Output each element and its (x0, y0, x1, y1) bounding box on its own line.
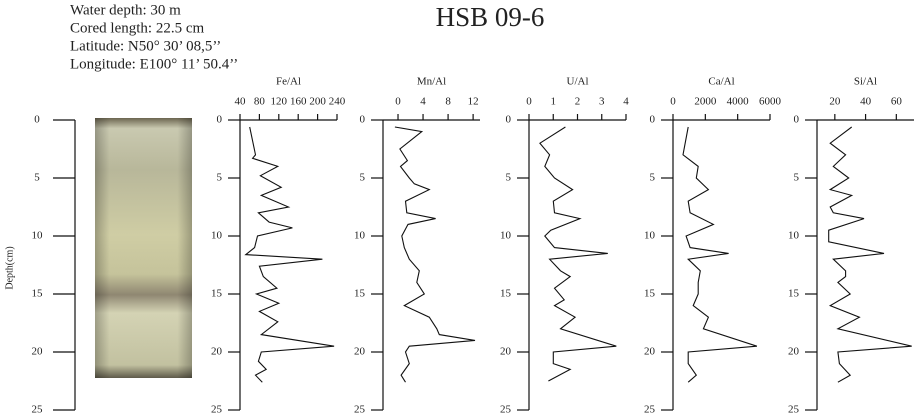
x-tick-label: 20 (829, 96, 841, 108)
panel-title: Ca/Al (708, 76, 734, 88)
x-tick-label: 0 (395, 96, 401, 108)
panel-title: Fe/Al (276, 76, 301, 88)
x-tick-label: 120 (271, 96, 288, 108)
y-tick-label: 0 (360, 114, 366, 126)
y-tick-label: 25 (644, 404, 656, 416)
y-tick-label: 25 (500, 404, 512, 416)
y-tick-label: 20 (644, 346, 656, 358)
y-tick-label: 0 (217, 114, 223, 126)
info-line: Cored length: 22.5 cm (70, 20, 204, 36)
x-tick-label: 8 (445, 96, 451, 108)
figure-title: HSB 09-6 (436, 2, 545, 32)
info-line: Latitude: N50° 30’ 08,5’’ (70, 38, 221, 54)
y-tick-label: 10 (211, 230, 223, 242)
panel-title: Si/Al (854, 76, 877, 88)
y-tick-label: 5 (650, 172, 656, 184)
x-tick-label: 6000 (759, 96, 782, 108)
y-tick-label: 0 (794, 114, 800, 126)
y-tick-label: 0 (650, 114, 656, 126)
y-tick-label: 15 (788, 288, 800, 300)
y-tick-label: 20 (211, 346, 223, 358)
x-tick-label: 40 (860, 96, 872, 108)
x-tick-label: 4000 (727, 96, 750, 108)
x-tick-label: 2000 (694, 96, 717, 108)
y-tick-label: 25 (211, 404, 223, 416)
profile-line (828, 126, 912, 383)
y-tick-label: 20 (32, 346, 44, 358)
x-tick-label: 60 (891, 96, 903, 108)
profile-line (539, 126, 617, 382)
x-tick-label: 200 (309, 96, 326, 108)
y-tick-label: 25 (354, 404, 366, 416)
x-tick-label: 160 (290, 96, 307, 108)
y-tick-label: 5 (360, 172, 366, 184)
profile-line (394, 126, 476, 383)
y-tick-label: 10 (32, 230, 44, 242)
y-tick-label: 25 (32, 404, 44, 416)
y-tick-label: 5 (506, 172, 512, 184)
panel-title: Mn/Al (417, 76, 446, 88)
x-tick-label: 40 (235, 96, 247, 108)
x-tick-label: 1 (551, 96, 557, 108)
panel-title: U/Al (567, 76, 589, 88)
y-tick-label: 20 (500, 346, 512, 358)
y-tick-label: 20 (354, 346, 366, 358)
y-tick-label: 10 (354, 230, 366, 242)
x-tick-label: 240 (329, 96, 346, 108)
y-tick-label: 5 (217, 172, 223, 184)
y-tick-label: 10 (500, 230, 512, 242)
y-tick-label: 15 (211, 288, 223, 300)
info-line: Longitude: E100° 11’ 50.4’’ (70, 56, 238, 72)
y-tick-label: 15 (644, 288, 656, 300)
y-tick-label: 15 (500, 288, 512, 300)
y-tick-label: 5 (34, 172, 40, 184)
y-tick-label: 15 (354, 288, 366, 300)
x-tick-label: 0 (526, 96, 532, 108)
x-tick-label: 0 (670, 96, 676, 108)
y-tick-label: 25 (788, 404, 800, 416)
profile-line (682, 126, 758, 383)
x-tick-label: 4 (623, 96, 629, 108)
x-tick-label: 4 (420, 96, 426, 108)
core-photo-shade (95, 118, 192, 378)
y-tick-label: 0 (34, 114, 40, 126)
x-tick-label: 80 (254, 96, 266, 108)
x-tick-label: 2 (575, 96, 581, 108)
x-tick-label: 3 (599, 96, 605, 108)
y-tick-label: 5 (794, 172, 800, 184)
profile-line (244, 126, 335, 383)
y-axis-label: Depth(cm) (4, 246, 15, 289)
y-tick-label: 10 (644, 230, 656, 242)
y-tick-label: 15 (32, 288, 44, 300)
y-tick-label: 0 (506, 114, 512, 126)
x-tick-label: 12 (468, 96, 479, 108)
info-line: Water depth: 30 m (70, 2, 181, 18)
y-tick-label: 10 (788, 230, 800, 242)
y-tick-label: 20 (788, 346, 800, 358)
